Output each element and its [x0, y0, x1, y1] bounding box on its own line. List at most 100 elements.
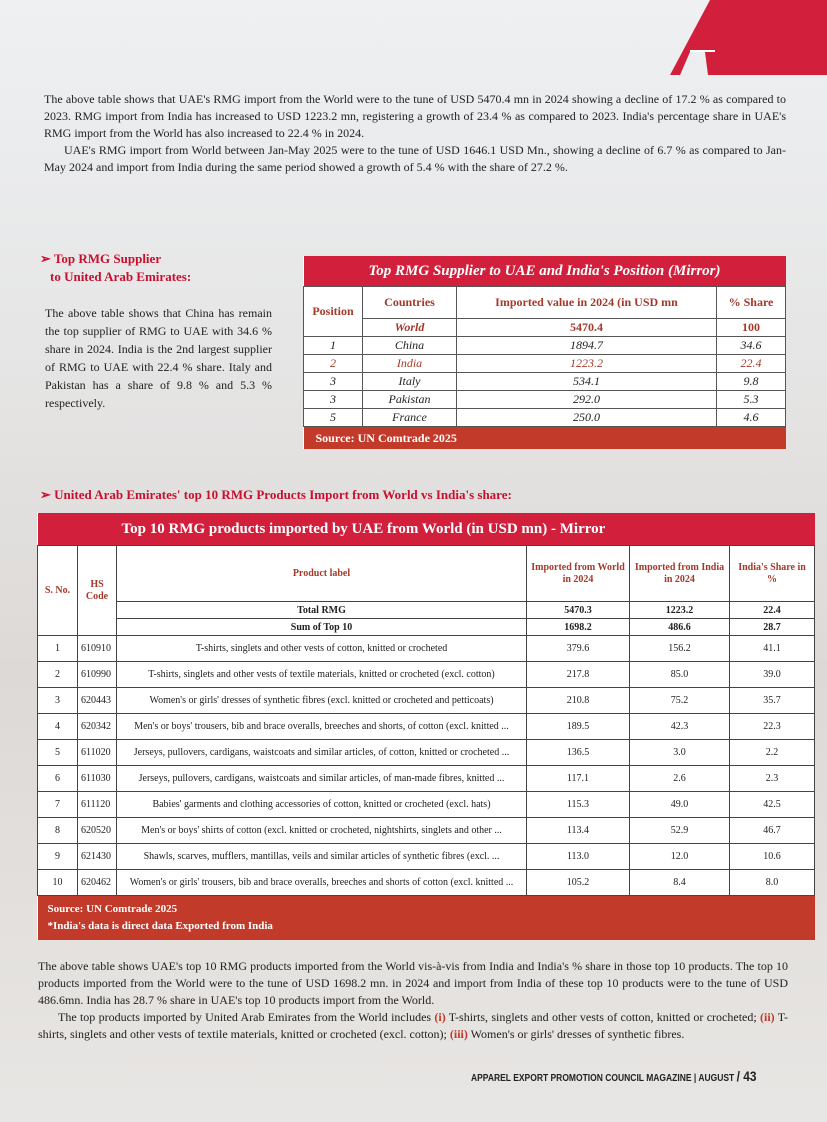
product-hs-cell: 611030 [77, 765, 117, 792]
supplier-value-cell: 534.1 [456, 372, 717, 391]
product-row: 1 610910 T-shirts, singlets and other vest… [37, 635, 815, 662]
product-india-cell: 85.0 [629, 661, 730, 688]
product-sno-cell: 6 [37, 765, 78, 792]
total-world: 5470.3 [526, 601, 630, 619]
world-label: World [362, 318, 457, 337]
supplier-share-cell: 4.6 [716, 408, 786, 427]
col-position: Position [303, 286, 363, 337]
product-world-cell: 113.4 [526, 817, 630, 844]
products-table: Top 10 RMG products imported by UAE from… [37, 513, 815, 940]
product-world-cell: 379.6 [526, 635, 630, 662]
product-india-cell: 75.2 [629, 687, 730, 714]
footer-page-number: / 43 [736, 1068, 757, 1084]
products-heading: ➢ United Arab Emirates' top 10 RMG Produ… [40, 486, 512, 504]
supplier-value-cell: 1894.7 [456, 336, 717, 355]
sum-india: 486.6 [629, 618, 730, 636]
product-world-cell: 189.5 [526, 713, 630, 740]
footer-month: AUGUST [698, 1073, 735, 1084]
product-share-cell: 22.3 [729, 713, 815, 740]
closing-text-d: Women's or girls' dresses of synthetic f… [467, 1027, 685, 1041]
supplier-country-cell: Italy [362, 372, 457, 391]
supplier-value-cell: 250.0 [456, 408, 717, 427]
product-row: 2 610990 T-shirts, singlets and other vest… [37, 661, 815, 688]
sum-label: Sum of Top 10 [116, 618, 527, 636]
supplier-table-title: Top RMG Supplier to UAE and India's Posi… [303, 256, 786, 287]
col-world: Imported from World in 2024 [526, 545, 630, 602]
product-world-cell: 105.2 [526, 869, 630, 896]
product-hs-cell: 620443 [77, 687, 117, 714]
intro-paragraph-1: The above table shows that UAE's RMG imp… [44, 92, 786, 140]
col-india: Imported from India in 2024 [629, 545, 730, 602]
product-hs-cell: 610910 [77, 635, 117, 662]
marker-iii: (iii) [449, 1027, 468, 1041]
total-rmg-row: Total RMG 5470.3 1223.2 22.4 [38, 601, 815, 619]
product-share-cell: 35.7 [729, 687, 815, 714]
supplier-share-cell: 9.8 [716, 372, 786, 391]
closing-text-a: The top products imported by United Arab… [58, 1010, 435, 1024]
product-label-cell: Men's or boys' shirts of cotton (excl. k… [116, 817, 527, 844]
supplier-value-cell: 292.0 [456, 390, 717, 409]
product-india-cell: 8.4 [629, 869, 730, 896]
total-india: 1223.2 [629, 601, 730, 619]
col-countries: Countries [362, 286, 457, 319]
product-row: 6 611030 Jerseys, pullovers, cardigans, wa… [37, 765, 815, 792]
product-row: 7 611120 Babies' garments and clothing acc… [37, 791, 815, 818]
closing-text: The above table shows UAE's top 10 RMG p… [38, 958, 788, 1043]
supplier-section: ➢ Top RMG Supplier to United Arab Emirat… [40, 250, 272, 412]
supplier-country-cell: China [362, 336, 457, 355]
world-value: 5470.4 [456, 318, 717, 337]
product-share-cell: 46.7 [729, 817, 815, 844]
product-share-cell: 41.1 [729, 635, 815, 662]
product-world-cell: 136.5 [526, 739, 630, 766]
product-share-cell: 10.6 [729, 843, 815, 870]
sum-world: 1698.2 [526, 618, 630, 636]
magazine-logo [670, 0, 827, 75]
product-label-cell: Men's or boys' trousers, bib and brace o… [116, 713, 527, 740]
total-label: Total RMG [116, 601, 527, 619]
supplier-position-cell: 2 [303, 354, 363, 373]
product-india-cell: 52.9 [629, 817, 730, 844]
product-india-cell: 42.3 [629, 713, 730, 740]
product-sno-cell: 8 [37, 817, 78, 844]
product-sno-cell: 5 [37, 739, 78, 766]
products-table-footer: Source: UN Comtrade 2025 *India's data i… [37, 895, 815, 940]
product-label-cell: Jerseys, pullovers, cardigans, waistcoat… [116, 739, 527, 766]
product-hs-cell: 621430 [77, 843, 117, 870]
product-label-cell: T-shirts, singlets and other vests of te… [116, 661, 527, 688]
product-row: 8 620520 Men's or boys' shirts of cotton (… [37, 817, 815, 844]
supplier-share-cell: 5.3 [716, 390, 786, 409]
product-hs-cell: 610990 [77, 661, 117, 688]
product-label-cell: T-shirts, singlets and other vests of co… [116, 635, 527, 662]
supplier-value-cell: 1223.2 [456, 354, 717, 373]
supplier-row: 2 India 1223.2 22.4 [303, 354, 786, 373]
col-product-label: Product label [116, 545, 527, 602]
col-hs-code: HS Code [77, 545, 117, 636]
sum-top10-row: Sum of Top 10 1698.2 486.6 28.7 [38, 618, 815, 636]
supplier-row: 3 Pakistan 292.0 5.3 [303, 390, 786, 409]
sum-share: 28.7 [729, 618, 815, 636]
product-share-cell: 2.3 [729, 765, 815, 792]
supplier-country-cell: India [362, 354, 457, 373]
product-india-cell: 2.6 [629, 765, 730, 792]
product-share-cell: 8.0 [729, 869, 815, 896]
col-imported-value: Imported value in 2024 (in USD mn [456, 286, 717, 319]
products-table-source: Source: UN Comtrade 2025 [47, 903, 178, 915]
supplier-row: 1 China 1894.7 34.6 [303, 336, 786, 355]
product-world-cell: 217.8 [526, 661, 630, 688]
products-table-note: *India's data is direct data Exported fr… [47, 920, 273, 932]
product-label-cell: Jerseys, pullovers, cardigans, waistcoat… [116, 765, 527, 792]
supplier-position-cell: 1 [303, 336, 363, 355]
product-hs-cell: 620520 [77, 817, 117, 844]
supplier-table-source: Source: UN Comtrade 2025 [303, 426, 786, 449]
col-india-share: India's Share in % [729, 545, 815, 602]
marker-ii: (ii) [760, 1010, 775, 1024]
products-heading-text: United Arab Emirates' top 10 RMG Product… [54, 487, 512, 502]
product-hs-cell: 620462 [77, 869, 117, 896]
closing-paragraph-2: The top products imported by United Arab… [38, 1009, 788, 1043]
product-label-cell: Women's or girls' trousers, bib and brac… [116, 869, 527, 896]
footer-magazine: APPAREL EXPORT PROMOTION COUNCIL MAGAZIN… [471, 1073, 697, 1084]
product-sno-cell: 7 [37, 791, 78, 818]
supplier-position-cell: 5 [303, 408, 363, 427]
product-india-cell: 3.0 [629, 739, 730, 766]
col-sno: S. No. [37, 545, 78, 636]
